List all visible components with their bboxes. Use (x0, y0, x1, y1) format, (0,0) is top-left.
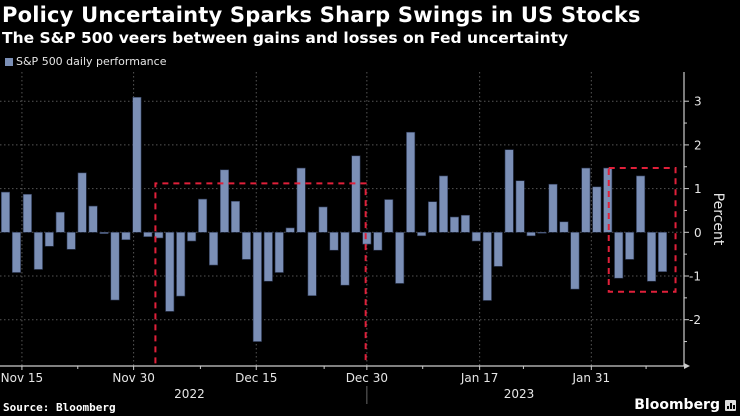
bar (143, 232, 153, 237)
legend-label: S&P 500 daily performance (16, 55, 167, 68)
x-tick-label: Nov 15 (1, 371, 44, 385)
x-axis-arrow (684, 363, 690, 369)
bar (285, 227, 295, 233)
bar (263, 232, 273, 282)
bar (220, 169, 230, 233)
bar (581, 167, 591, 233)
bar (0, 191, 10, 233)
bar (252, 232, 262, 342)
y-tick-label: -2 (689, 313, 701, 327)
bar (537, 232, 547, 234)
bar (504, 149, 514, 233)
bar (406, 131, 416, 233)
brand-logo: Bloomberg (634, 397, 720, 413)
y-axis-label: Percent (710, 193, 726, 246)
bar (66, 232, 76, 250)
bar (559, 221, 569, 233)
y-tick-label: 0 (694, 226, 702, 240)
bar (614, 232, 624, 279)
bar (44, 232, 54, 247)
bar (33, 232, 43, 270)
bar (647, 232, 657, 282)
highlight-box (607, 167, 677, 293)
bar (165, 232, 175, 312)
bar (438, 175, 448, 233)
bar (603, 167, 613, 233)
bar (592, 186, 602, 233)
chart-subtitle: The S&P 500 veers between gains and loss… (2, 29, 569, 47)
bar (88, 205, 98, 233)
bar (351, 155, 361, 233)
bar (22, 193, 32, 233)
highlight-boxes (154, 167, 677, 364)
legend: S&P 500 daily performance (5, 55, 166, 68)
bar (329, 232, 339, 251)
x-tick-label: Jan 31 (572, 371, 611, 385)
bar (274, 232, 284, 273)
bar (482, 232, 492, 301)
bar (55, 211, 65, 233)
bar (570, 232, 580, 290)
bar (515, 180, 525, 233)
bar (449, 216, 459, 233)
bar (460, 214, 470, 233)
bar (526, 232, 536, 237)
x-tick-label: Dec 30 (346, 371, 388, 385)
bar (362, 232, 372, 245)
x-year-label: 2022 (174, 387, 205, 401)
y-tick-label: 2 (694, 138, 702, 152)
bar (548, 183, 558, 233)
bar (176, 232, 186, 297)
bar (657, 232, 667, 272)
bar (99, 232, 109, 234)
bar (395, 232, 405, 284)
bar (318, 206, 328, 233)
bar (230, 200, 240, 233)
bar (417, 232, 427, 237)
source-note: Source: Bloomberg (3, 401, 116, 414)
y-tick-label: 3 (694, 95, 702, 109)
x-year-label: 2023 (504, 387, 535, 401)
bar (187, 232, 197, 242)
y-tick-label: -1 (689, 270, 701, 284)
bar (384, 199, 394, 233)
bars (0, 96, 667, 342)
bar (428, 201, 438, 233)
bar (209, 232, 219, 266)
bar (625, 232, 635, 260)
bar (11, 232, 21, 273)
bar (493, 232, 503, 267)
bar (77, 172, 87, 233)
axes: -2 -1 0 1 2 3 Nov 15 Nov 30 Dec 15 Dec 30 Jan 17 Ja… (0, 72, 702, 404)
x-tick-label: Jan 17 (460, 371, 499, 385)
x-tick-label: Nov 30 (112, 371, 155, 385)
legend-swatch (5, 57, 13, 66)
bar (132, 96, 142, 233)
bloomberg-terminal-icon (725, 400, 736, 411)
bar (110, 232, 120, 301)
bar (296, 167, 306, 233)
bar (471, 232, 481, 242)
chart-title: Policy Uncertainty Sparks Sharp Swings i… (2, 3, 641, 27)
bar (198, 198, 208, 233)
highlight-box (154, 182, 367, 364)
bar (154, 232, 164, 239)
bar (121, 232, 131, 241)
bar (373, 232, 383, 251)
bar (340, 232, 350, 286)
bar (636, 175, 646, 233)
bar (307, 232, 317, 296)
bar (241, 232, 251, 260)
y-tick-label: 1 (694, 182, 702, 196)
x-tick-label: Dec 15 (235, 371, 277, 385)
